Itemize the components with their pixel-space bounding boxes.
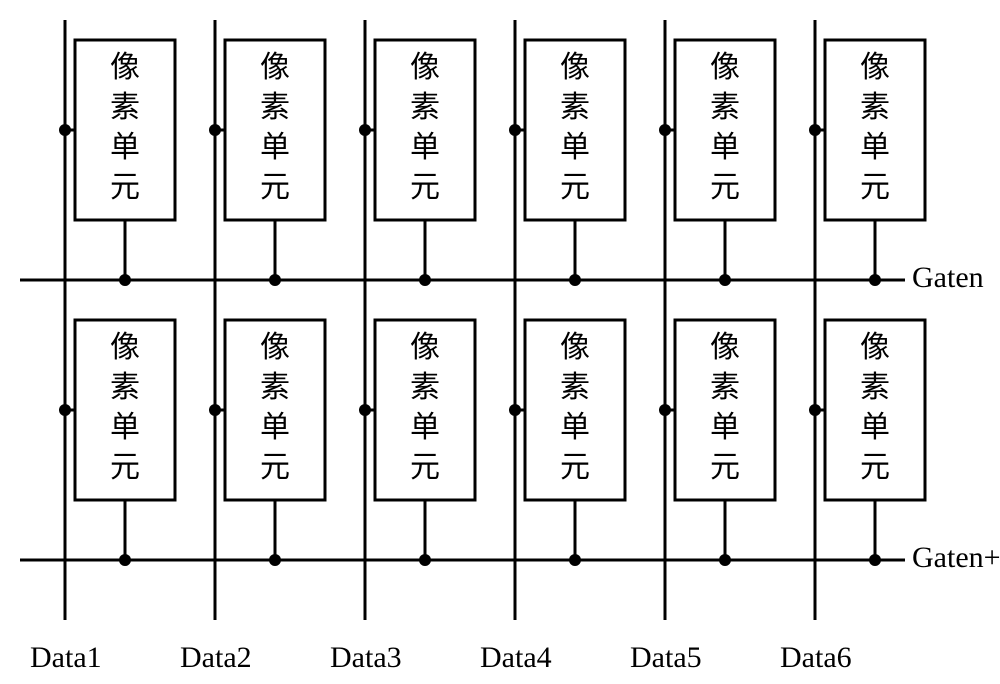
tap-dot xyxy=(659,124,671,136)
pixel-cell-char: 素 xyxy=(860,91,890,124)
pixel-cell-char: 单 xyxy=(560,131,590,164)
pixel-cell-char: 素 xyxy=(110,91,140,124)
gate-label-1: Gaten+1 xyxy=(912,541,1000,574)
pixel-cell-char: 元 xyxy=(260,171,290,204)
gate-label-0: Gaten xyxy=(912,261,984,294)
pixel-cell-char: 元 xyxy=(560,451,590,484)
tap-dot xyxy=(809,404,821,416)
gate-dot xyxy=(419,274,431,286)
gate-dot xyxy=(419,554,431,566)
pixel-cell-char: 单 xyxy=(560,411,590,444)
tap-dot xyxy=(359,404,371,416)
tap-dot xyxy=(509,124,521,136)
pixel-cell-char: 素 xyxy=(410,371,440,404)
pixel-cell-char: 像 xyxy=(860,331,890,364)
pixel-cell-char: 元 xyxy=(860,451,890,484)
pixel-cell-char: 像 xyxy=(710,331,740,364)
pixel-matrix-diagram: GatenGaten+1像素单元像素单元像素单元像素单元像素单元像素单元像素单元… xyxy=(0,0,1000,684)
gate-dot xyxy=(719,274,731,286)
pixel-cell-char: 单 xyxy=(710,411,740,444)
data-label-5: Data5 xyxy=(630,641,702,674)
pixel-cell-char: 像 xyxy=(710,51,740,84)
tap-dot xyxy=(809,124,821,136)
pixel-cell-char: 素 xyxy=(260,371,290,404)
gate-dot xyxy=(119,274,131,286)
pixel-cell-char: 单 xyxy=(860,131,890,164)
pixel-cell-char: 元 xyxy=(410,451,440,484)
pixel-cell-char: 像 xyxy=(110,51,140,84)
tap-dot xyxy=(209,404,221,416)
data-label-6: Data6 xyxy=(780,641,852,674)
pixel-cell-char: 像 xyxy=(110,331,140,364)
pixel-cell-char: 像 xyxy=(260,331,290,364)
gate-dot xyxy=(269,274,281,286)
pixel-cell-char: 像 xyxy=(260,51,290,84)
pixel-cell-char: 单 xyxy=(110,131,140,164)
pixel-cell-char: 单 xyxy=(410,411,440,444)
gate-dot xyxy=(569,554,581,566)
tap-dot xyxy=(209,124,221,136)
pixel-cell-char: 像 xyxy=(560,51,590,84)
tap-dot xyxy=(59,404,71,416)
pixel-cell-char: 单 xyxy=(860,411,890,444)
tap-dot xyxy=(359,124,371,136)
gate-dot xyxy=(119,554,131,566)
pixel-cell-char: 素 xyxy=(260,91,290,124)
pixel-cell-char: 素 xyxy=(110,371,140,404)
pixel-cell-char: 元 xyxy=(560,171,590,204)
pixel-cell-char: 像 xyxy=(560,331,590,364)
pixel-cell-char: 像 xyxy=(410,51,440,84)
data-label-1: Data1 xyxy=(30,641,102,674)
gate-dot xyxy=(869,274,881,286)
pixel-cell-char: 元 xyxy=(260,451,290,484)
pixel-cell-char: 元 xyxy=(860,171,890,204)
pixel-cell-char: 素 xyxy=(860,371,890,404)
pixel-cell-char: 素 xyxy=(710,371,740,404)
pixel-cell-char: 元 xyxy=(110,171,140,204)
gate-dot xyxy=(719,554,731,566)
data-label-2: Data2 xyxy=(180,641,252,674)
pixel-cell-char: 素 xyxy=(710,91,740,124)
pixel-cell-char: 元 xyxy=(110,451,140,484)
data-label-3: Data3 xyxy=(330,641,402,674)
gate-dot xyxy=(269,554,281,566)
pixel-cell-char: 素 xyxy=(560,371,590,404)
pixel-cell-char: 单 xyxy=(260,131,290,164)
pixel-cell-char: 像 xyxy=(410,331,440,364)
data-label-4: Data4 xyxy=(480,641,552,674)
pixel-cell-char: 元 xyxy=(410,171,440,204)
pixel-cell-char: 像 xyxy=(860,51,890,84)
tap-dot xyxy=(659,404,671,416)
gate-dot xyxy=(569,274,581,286)
tap-dot xyxy=(59,124,71,136)
pixel-cell-char: 素 xyxy=(410,91,440,124)
pixel-cell-char: 单 xyxy=(410,131,440,164)
pixel-cell-char: 元 xyxy=(710,171,740,204)
pixel-cell-char: 单 xyxy=(110,411,140,444)
pixel-cell-char: 单 xyxy=(260,411,290,444)
pixel-cell-char: 元 xyxy=(710,451,740,484)
pixel-cell-char: 素 xyxy=(560,91,590,124)
gate-dot xyxy=(869,554,881,566)
tap-dot xyxy=(509,404,521,416)
pixel-cell-char: 单 xyxy=(710,131,740,164)
